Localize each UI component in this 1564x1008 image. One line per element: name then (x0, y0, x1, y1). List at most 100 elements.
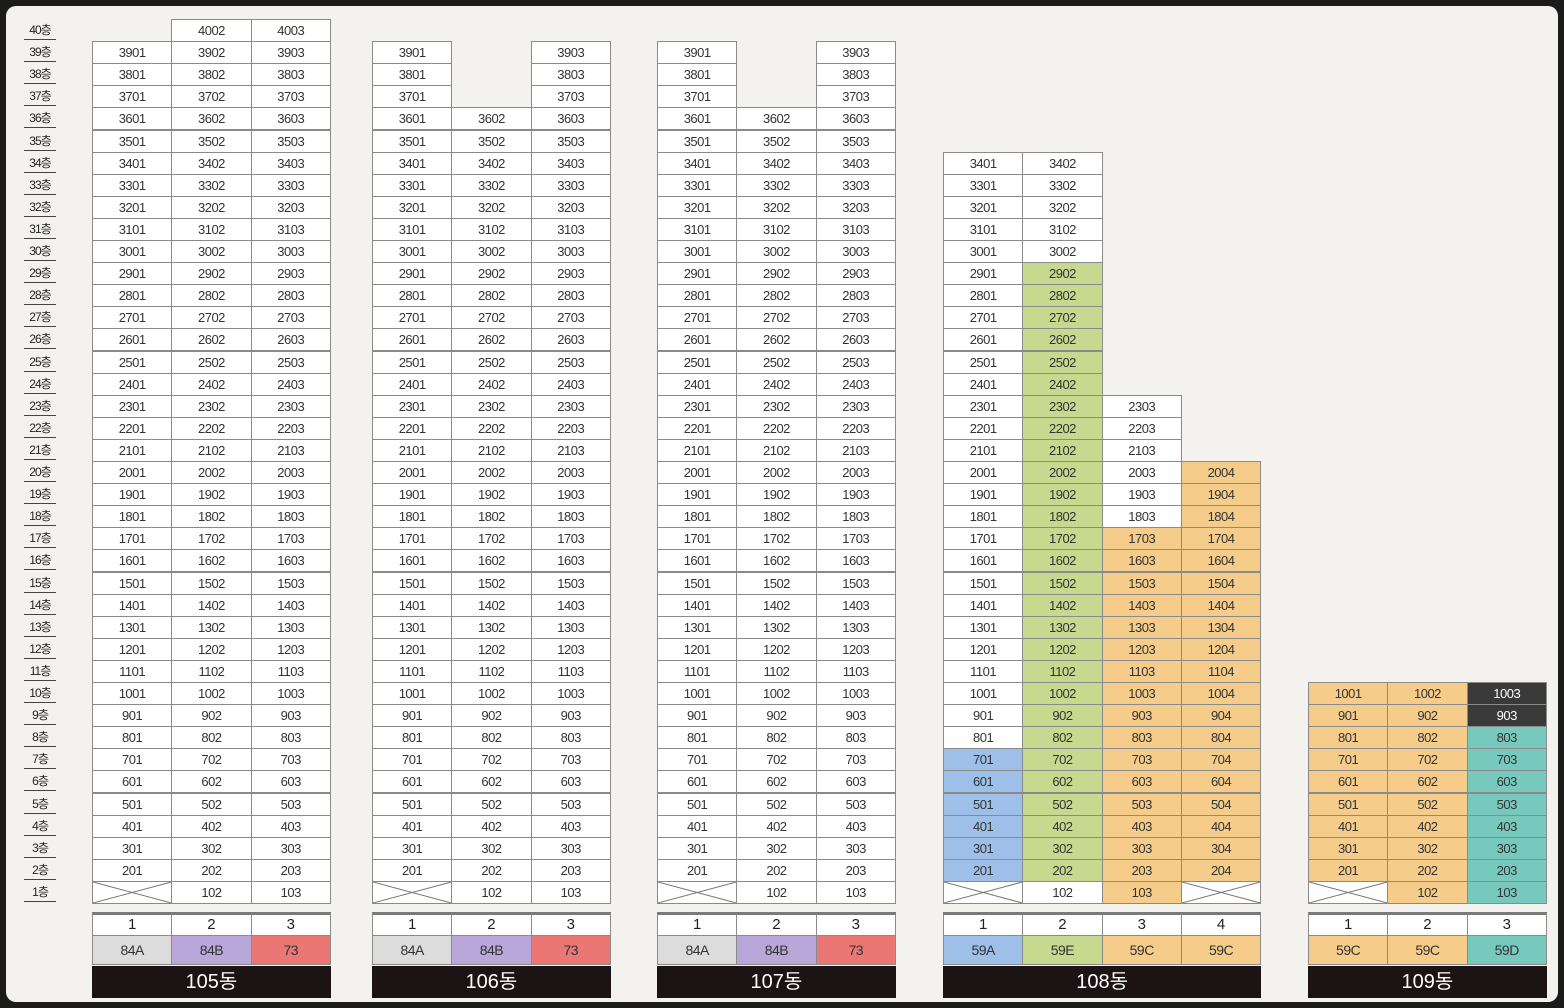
unit-cell: 1401 (657, 593, 738, 617)
unit-cell: 501 (943, 792, 1024, 816)
unit-cell: 3501 (92, 129, 173, 153)
unit-cell: 503 (1466, 792, 1547, 816)
unit-cell: 1302 (736, 615, 817, 639)
unit-cell: 1802 (736, 505, 817, 529)
unit-cell: 501 (92, 792, 173, 816)
unit-cell: 1301 (657, 615, 738, 639)
unit-cell: 2501 (657, 350, 738, 374)
floor-label: 16층 (22, 549, 58, 571)
unit-cell: 801 (372, 726, 453, 750)
unit-cell: 3603 (250, 107, 331, 131)
unit-cell: 3503 (530, 129, 611, 153)
unit-cell: 404 (1180, 814, 1262, 838)
unit-cell: 1001 (92, 682, 173, 705)
unit-cell: 2803 (530, 284, 611, 308)
unit-cell: 3202 (736, 195, 817, 219)
unit-cell: 2303 (250, 394, 331, 418)
unit-cell: 603 (1466, 770, 1547, 794)
unit-cell: 403 (530, 814, 611, 838)
unit-cell: 1103 (530, 659, 611, 683)
unit-cell: 1101 (372, 659, 453, 683)
unit-cell: 3602 (736, 107, 817, 131)
unit-cell: 704 (1180, 748, 1262, 772)
unit-cell: 1002 (736, 682, 817, 705)
unit-cell: 2303 (530, 394, 611, 418)
unit-cell: 903 (1466, 704, 1547, 728)
unit-cell: 3402 (451, 151, 532, 175)
unit-type-label: 59C (1101, 935, 1182, 965)
unit-cell: 901 (92, 704, 173, 728)
floor-label: 26층 (22, 328, 58, 350)
unit-cell: 201 (657, 858, 738, 882)
unit-cell: 2103 (530, 438, 611, 462)
unit-cell: 2601 (372, 328, 453, 352)
unit-cell: 601 (1308, 770, 1389, 794)
unit-cell: 2001 (372, 461, 453, 484)
unit-cell: 1802 (1022, 505, 1103, 529)
unit-cell: 3803 (530, 63, 611, 87)
unit-cell: 1702 (451, 527, 532, 551)
unit-cell: 1702 (1022, 527, 1103, 551)
unit-cell: 2901 (372, 262, 453, 286)
unit-cell: 2303 (1101, 394, 1182, 418)
unit-cell: 2102 (451, 438, 532, 462)
unit-cell: 3001 (372, 240, 453, 263)
unit-cell: 3601 (657, 107, 738, 131)
unit-cell: 1902 (451, 483, 532, 507)
unit-cell: 201 (92, 858, 173, 882)
unit-type-label: 59C (1387, 935, 1468, 965)
unit-cell: 3402 (171, 151, 252, 175)
unit-cell: 1902 (736, 483, 817, 507)
line-number: 2 (736, 912, 817, 935)
unit-cell: 3402 (736, 151, 817, 175)
unit-cell: 2003 (530, 461, 611, 484)
unit-type-label: 59A (943, 935, 1024, 965)
unit-cell: 301 (657, 836, 738, 860)
unit-cell: 3401 (92, 151, 173, 175)
line-number: 3 (1466, 912, 1547, 935)
unit-cell: 2202 (451, 416, 532, 440)
unit-cell: 3002 (451, 240, 532, 263)
unit-cell: 302 (1022, 836, 1103, 860)
unit-cell: 2003 (250, 461, 331, 484)
unit-cell: 701 (657, 748, 738, 772)
unit-cell: 3002 (171, 240, 252, 263)
unit-cell: 2203 (250, 416, 331, 440)
floor-label: 6층 (22, 770, 58, 792)
floor-label: 22층 (22, 417, 58, 439)
unit-cell: 2701 (943, 306, 1024, 330)
line-number: 4 (1180, 912, 1262, 935)
unit-cell: 403 (1101, 814, 1182, 838)
unit-cell: 1801 (943, 505, 1024, 529)
floor-label: 14층 (22, 594, 58, 616)
unit-cell: 3401 (657, 151, 738, 175)
unit-cell: 1101 (92, 659, 173, 683)
unit-cell: 2903 (530, 262, 611, 286)
unit-cell: 302 (451, 836, 532, 860)
unit-cell: 1603 (1101, 549, 1182, 573)
floor-label: 35층 (22, 130, 58, 152)
floor-label: 18층 (22, 505, 58, 527)
unit-cell: 203 (1466, 858, 1547, 882)
unit-cell: 3303 (815, 173, 896, 197)
building-name: 105동 (92, 966, 331, 998)
unit-cell: 803 (530, 726, 611, 750)
unit-cell: 2401 (372, 372, 453, 396)
unit-cell: 3501 (657, 129, 738, 153)
unit-cell: 1303 (1101, 615, 1182, 639)
unit-cell: 2701 (92, 306, 173, 330)
unit-cell: 3301 (92, 173, 173, 197)
unit-cell: 3301 (943, 173, 1024, 197)
unit-cell: 2901 (943, 262, 1024, 286)
unit-cell: 1501 (92, 571, 173, 595)
unit-cell: 802 (451, 726, 532, 750)
unit-cell: 402 (171, 814, 252, 838)
unit-cell: 1701 (372, 527, 453, 551)
unit-cell: 604 (1180, 770, 1262, 794)
unit-cell: 2803 (250, 284, 331, 308)
unit-cell: 3102 (171, 217, 252, 241)
line-number: 1 (657, 912, 738, 935)
floor-label: 36층 (22, 107, 58, 129)
unit-cell: 902 (451, 704, 532, 728)
floor-label: 1층 (22, 881, 58, 903)
